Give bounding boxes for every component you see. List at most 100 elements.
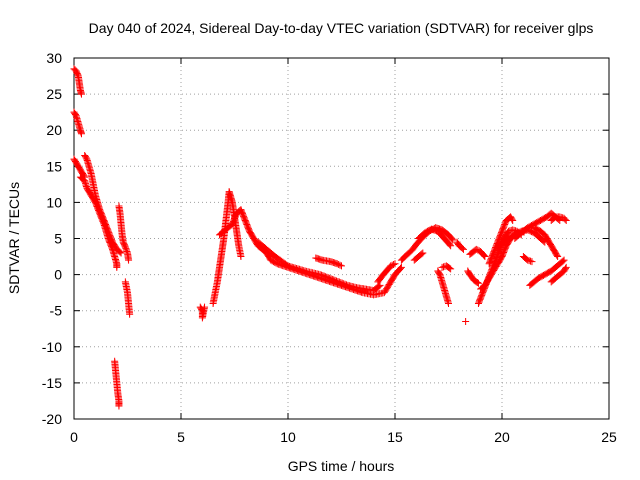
data-point-marker [376, 281, 384, 289]
data-point-marker [113, 263, 121, 271]
data-point-marker [341, 280, 349, 288]
series-arc26 [477, 231, 519, 293]
series-arc4 [76, 173, 121, 271]
data-point-marker [334, 277, 342, 285]
data-point-marker [447, 242, 455, 250]
data-point-marker [481, 253, 489, 261]
data-point-marker [122, 245, 130, 253]
data-point-marker [391, 260, 399, 268]
y-tick-label: 10 [46, 194, 62, 210]
data-point-marker [508, 215, 516, 223]
y-axis-label: SDTVAR / TECUs [6, 182, 22, 294]
data-point-marker [340, 280, 348, 288]
x-tick-label: 20 [494, 429, 510, 445]
data-point-marker [509, 216, 517, 224]
data-point-marker [449, 236, 457, 244]
data-point-marker [474, 279, 482, 287]
data-point-marker [447, 265, 455, 273]
data-point-marker [126, 310, 134, 318]
series-arc18 [434, 267, 452, 307]
series-arc23 [466, 245, 489, 261]
data-point-marker [474, 246, 482, 254]
series-arc5 [81, 151, 125, 257]
series-arc13 [312, 254, 345, 270]
data-point-marker [335, 278, 343, 286]
y-tick-label: 0 [54, 267, 62, 283]
data-point-marker [388, 261, 396, 269]
series-arc19 [438, 262, 455, 273]
y-tick-label: -10 [42, 339, 62, 355]
y-tick-label: 15 [46, 158, 62, 174]
data-point-marker [448, 235, 456, 243]
data-point-marker [458, 244, 466, 252]
series-arc1 [70, 65, 85, 98]
series-arc10 [209, 188, 245, 307]
series-arc33 [519, 253, 536, 266]
chart-title: Day 040 of 2024, Sidereal Day-to-day VTE… [89, 20, 594, 36]
series-arc31 [526, 256, 568, 289]
series-arc14 [374, 260, 399, 286]
data-point-marker [446, 241, 454, 249]
data-point-marker [472, 245, 480, 253]
data-point-marker [336, 261, 344, 269]
data-point-marker [446, 264, 454, 272]
data-points [70, 65, 570, 410]
data-point-marker [331, 276, 339, 284]
y-tick-label: 30 [46, 50, 62, 66]
data-point-marker [462, 318, 470, 326]
series-arc12 [254, 238, 384, 294]
x-tick-label: 0 [70, 429, 78, 445]
data-point-marker [335, 260, 343, 268]
data-point-marker [397, 264, 405, 272]
x-tick-label: 5 [177, 429, 185, 445]
series-arc2 [70, 108, 85, 138]
series-arc29 [530, 224, 562, 261]
data-point-marker [116, 248, 124, 256]
data-point-marker [337, 279, 345, 287]
x-tick-label: 25 [601, 429, 617, 445]
data-point-marker [554, 253, 562, 261]
data-point-marker [115, 402, 123, 410]
series-arc20 [462, 318, 470, 326]
series-arc25 [485, 213, 517, 268]
data-point-marker [480, 252, 488, 260]
x-tick-label: 15 [387, 429, 403, 445]
data-point-marker [528, 258, 536, 266]
data-point-marker [562, 216, 570, 224]
y-tick-label: 20 [46, 122, 62, 138]
data-point-marker [418, 250, 426, 258]
series-arc32 [547, 263, 570, 286]
series-arc21 [453, 238, 467, 253]
data-point-marker [117, 249, 125, 257]
data-point-marker [562, 263, 570, 271]
data-point-marker [125, 256, 133, 264]
data-point-marker [387, 262, 395, 270]
series-arc8 [111, 357, 123, 410]
data-point-marker [77, 90, 85, 98]
grid-lines [74, 58, 609, 419]
series-arc22 [464, 267, 482, 287]
data-point-marker [561, 265, 569, 273]
axis-ticks: 0 5 10 15 20 25 -20 -15 -10 -5 0 5 10 15 20 25 30 [42, 50, 617, 445]
y-tick-label: -15 [42, 375, 62, 391]
data-point-marker [553, 251, 561, 259]
data-point-marker [459, 245, 467, 253]
y-tick-label: 25 [46, 86, 62, 102]
data-point-marker [333, 277, 341, 285]
data-point-marker [561, 215, 569, 223]
data-point-marker [390, 260, 398, 268]
x-tick-label: 10 [280, 429, 296, 445]
data-point-marker [473, 279, 481, 287]
data-point-marker [559, 257, 567, 265]
series-arc17 [410, 249, 427, 264]
y-tick-label: -5 [50, 303, 63, 319]
data-point-marker [123, 247, 131, 255]
series-arc28 [511, 209, 564, 242]
y-tick-label: 5 [54, 231, 62, 247]
series-arc6 [115, 202, 133, 264]
data-point-marker [201, 303, 209, 311]
data-point-marker [338, 262, 345, 270]
data-point-marker [333, 260, 341, 268]
